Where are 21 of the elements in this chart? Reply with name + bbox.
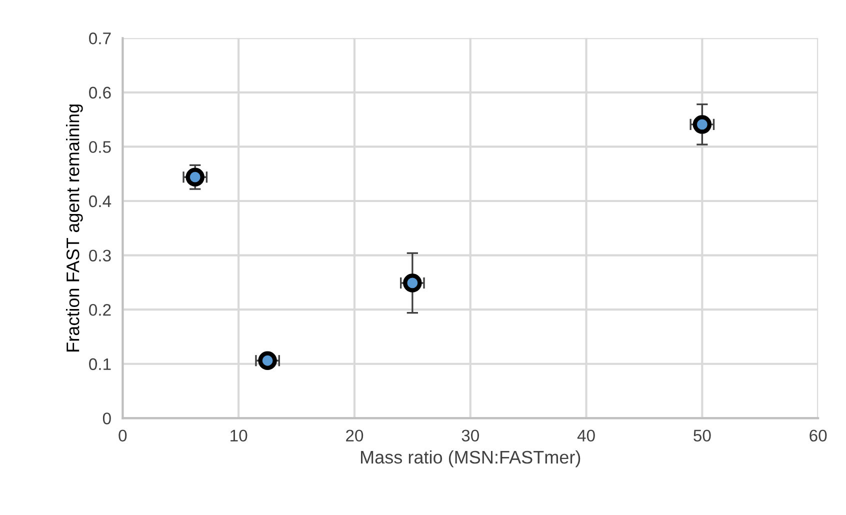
point [403, 274, 422, 292]
x-tick-label: 30 [462, 430, 479, 442]
x-tick-label: 40 [577, 430, 595, 442]
y-tick-label: 0.7 [89, 32, 111, 44]
x-tick-label: 60 [810, 430, 827, 442]
point [258, 351, 277, 370]
x-tick-label: 10 [230, 430, 248, 442]
x-tick-label: 20 [346, 430, 364, 442]
y-axis-title: Fraction FAST agent remaining [66, 104, 83, 352]
y-tick-label: 0.5 [89, 141, 111, 153]
point [186, 168, 204, 186]
y-tick-label: 0.3 [89, 250, 111, 262]
point [692, 115, 712, 134]
y-tick-label: 0.1 [89, 358, 111, 370]
y-tick-label: 0.4 [89, 195, 112, 208]
y-tick-label: 0 [102, 412, 111, 424]
y-tick-label: 0.2 [89, 304, 111, 316]
x-tick-label: 50 [694, 430, 711, 442]
x-axis-title: Mass ratio (MSN:FASTmer) [361, 450, 580, 468]
y-tick-label: 0.6 [89, 86, 111, 99]
x-tick-label: 0 [118, 430, 127, 442]
